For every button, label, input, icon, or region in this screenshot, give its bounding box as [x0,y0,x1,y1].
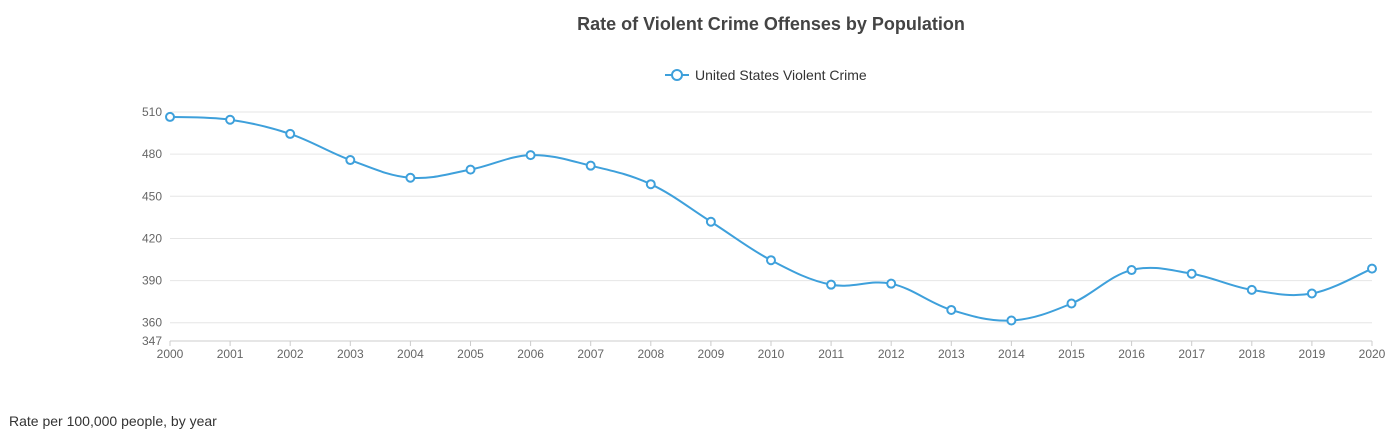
line-chart: Rate of Violent Crime Offenses by Popula… [142,14,1386,361]
data-point[interactable] [1186,268,1197,279]
data-point[interactable] [1306,288,1317,299]
x-tick-label: 2002 [277,347,304,361]
data-point[interactable] [1126,265,1137,276]
data-point[interactable] [285,128,296,139]
data-point[interactable] [886,278,897,289]
x-tick-label: 2009 [698,347,725,361]
y-tick-label: 347 [142,334,162,348]
legend[interactable]: United States Violent Crime [665,67,867,83]
data-point[interactable] [766,255,776,266]
x-tick-label: 2010 [758,347,785,361]
data-point[interactable] [525,150,536,161]
data-point[interactable] [826,279,837,290]
y-tick-label: 420 [142,231,162,245]
x-tick-label: 2013 [938,347,965,361]
data-point[interactable] [1066,298,1077,309]
y-tick-label: 480 [142,147,162,161]
x-tick-label: 2018 [1238,347,1265,361]
x-tick-label: 2007 [577,347,604,361]
data-point[interactable] [405,172,416,183]
y-tick-label: 450 [142,189,162,203]
legend-label: United States Violent Crime [695,67,867,83]
data-point[interactable] [705,216,716,227]
series-line [169,115,1373,322]
legend-circle-marker [671,69,683,81]
data-point[interactable] [1246,284,1257,295]
x-tick-label: 2019 [1299,347,1326,361]
y-tick-label: 390 [142,274,162,288]
x-tick-label: 2014 [998,347,1025,361]
data-point[interactable] [1006,315,1017,326]
data-point[interactable] [465,164,476,175]
x-tick-label: 2003 [337,347,364,361]
data-point[interactable] [645,179,656,190]
x-tick-label: 2011 [818,347,844,361]
x-tick-label: 2015 [1058,347,1085,361]
x-tick-label: 2016 [1118,347,1145,361]
x-tick-label: 2004 [397,347,424,361]
y-tick-label: 510 [142,105,162,119]
x-axis: 2000 2001 2002 2003 2004 2005 2006 2007 2008 2009… [157,340,1386,361]
chart-title: Rate of Violent Crime Offenses by Popula… [577,14,965,34]
data-point[interactable] [345,155,356,166]
chart-caption: Rate per 100,000 people, by year [9,413,217,429]
x-tick-label: 2000 [157,347,184,361]
x-tick-label: 2012 [878,347,905,361]
data-point[interactable] [225,114,236,125]
x-tick-label: 2017 [1178,347,1205,361]
data-point[interactable] [1367,263,1377,274]
y-axis: 347 360 390 420 450 480 510 [142,105,162,348]
data-point[interactable] [585,160,596,171]
x-tick-label: 2006 [517,347,544,361]
x-tick-label: 2020 [1359,347,1386,361]
x-tick-label: 2001 [217,347,244,361]
x-tick-label: 2005 [457,347,484,361]
grid [170,111,1372,324]
y-tick-label: 360 [142,316,162,330]
data-point[interactable] [165,111,175,122]
series [165,111,1377,326]
data-point[interactable] [946,304,957,315]
x-tick-label: 2008 [637,347,664,361]
